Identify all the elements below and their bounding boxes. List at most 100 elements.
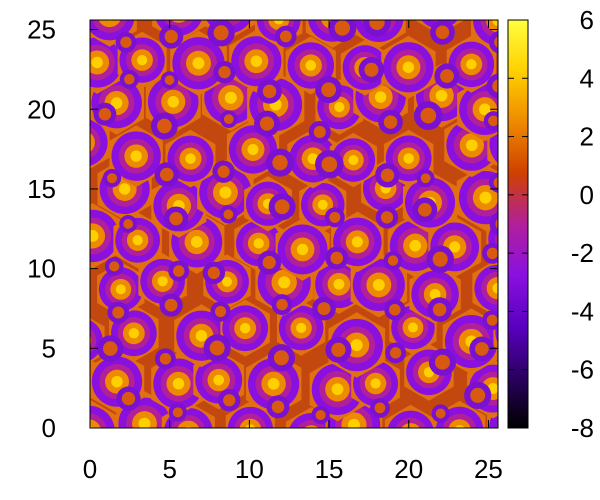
cell-core [267, 378, 280, 390]
heatmap-cell [412, 197, 438, 223]
cell-ring [543, 205, 567, 229]
heatmap-cell [226, 119, 280, 180]
cell-peak [102, 341, 118, 356]
cell-halo [527, 370, 564, 407]
cell-ring [113, 430, 139, 456]
cell-core [192, 57, 205, 70]
cell-peak [283, 434, 293, 444]
heatmap-cell [168, 0, 194, 12]
heatmap-cell [159, 24, 184, 49]
cell-halo [524, 176, 560, 212]
cell-peak [548, 210, 561, 223]
cell-core [128, 328, 140, 339]
cell-core [185, 153, 196, 164]
cell-halo [90, 126, 101, 159]
heatmap-cell [159, 293, 183, 317]
cell-peak [380, 168, 395, 182]
cell-peak [272, 154, 288, 171]
cell-peak [259, 116, 275, 131]
heatmap-cell [381, 35, 436, 99]
heatmap-cell [482, 242, 498, 264]
heatmap-cell [578, 214, 600, 237]
heatmap-cell [469, 336, 495, 362]
cell-peak [542, 174, 553, 185]
heatmap-cell [104, 257, 124, 276]
heatmap-cell [271, 294, 293, 315]
cell-core [25, 139, 37, 151]
cell-core [296, 322, 307, 334]
heatmap-cell [363, 20, 391, 37]
heatmap-cell [483, 111, 498, 131]
cell-ring [6, 207, 59, 260]
cell-core [78, 137, 89, 148]
cell-peak [435, 25, 450, 40]
cell-core [111, 375, 123, 388]
cell-peak [90, 132, 95, 152]
cell-peak [527, 309, 541, 323]
cell-core [560, 235, 571, 246]
heatmap-cell [431, 404, 450, 423]
cell-peak [334, 20, 351, 36]
heatmap-cell [370, 398, 390, 418]
cell-halo [51, 0, 87, 28]
cell-peak [262, 84, 277, 99]
heatmap-cell [203, 334, 231, 362]
cell-ring [419, 457, 468, 500]
heatmap-cell [257, 450, 308, 500]
colorbar-gradient [508, 20, 528, 428]
heatmap-cell [529, 14, 555, 40]
heatmap-cell [360, 0, 382, 2]
cell-peak [389, 347, 402, 359]
cell-core [351, 236, 363, 248]
cell-core [454, 425, 465, 428]
cell-ring [596, 359, 600, 379]
cell-core [250, 55, 263, 67]
colorbar-tick-label: -8 [571, 413, 594, 443]
cell-core [540, 383, 552, 395]
cell-peak [530, 0, 554, 18]
heatmap-cell [426, 245, 454, 273]
cell-peak [57, 0, 81, 22]
heatmap-cell [113, 430, 139, 456]
cell-peak [90, 335, 92, 346]
cell-peak [315, 409, 326, 421]
cell-core [222, 276, 233, 287]
cell-halo [395, 417, 427, 428]
cell-halo [90, 413, 107, 428]
cell-peak [43, 455, 65, 477]
cell-peak [274, 199, 290, 215]
heatmap-cell [197, 159, 254, 226]
heatmap-cell [464, 381, 492, 410]
heatmap-cell [90, 31, 125, 94]
cell-core [374, 91, 387, 103]
cell-core [492, 20, 498, 27]
cell-core [449, 241, 461, 253]
cell-peak [545, 351, 560, 366]
heatmap-cell [265, 148, 295, 177]
heatmap-cell [171, 431, 191, 451]
cell-core [55, 101, 66, 112]
cell-peak [159, 167, 174, 182]
cell-peak [174, 0, 188, 6]
cell-peak [175, 436, 186, 447]
heatmap-cell [325, 336, 352, 363]
cell-peak [119, 436, 133, 450]
cell-core [370, 378, 381, 389]
heatmap-cell [427, 297, 452, 322]
cell-halo [297, 419, 326, 428]
cell-halo [234, 413, 267, 428]
cell-core [296, 243, 309, 256]
cell-ring [489, 211, 498, 237]
heatmap-cell [413, 101, 443, 130]
cell-core [138, 417, 151, 428]
heatmap-cell [534, 448, 552, 466]
cell-core [560, 415, 571, 426]
cell-peak [554, 329, 577, 352]
cell-core [331, 383, 344, 396]
cell-core [537, 188, 549, 200]
cell-core [403, 153, 414, 164]
cell-core [558, 51, 568, 61]
cell-halo [37, 450, 70, 483]
cell-peak [420, 107, 437, 124]
